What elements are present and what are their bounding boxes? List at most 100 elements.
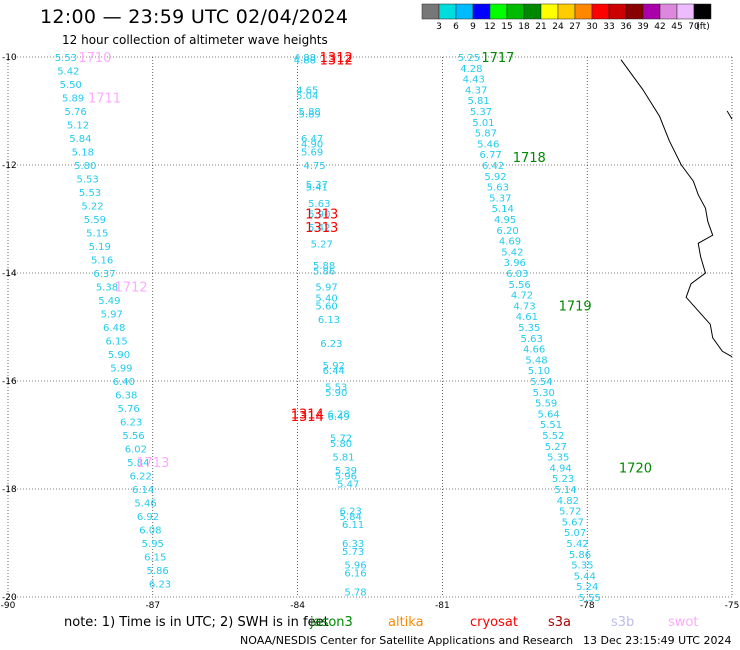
swh-value: 5.73 [342,547,364,558]
swh-value: 6.13 [318,315,340,326]
swh-value: 6.23 [340,507,362,518]
swh-value: 5.87 [475,129,497,140]
colorbar-label: 45 [671,22,682,32]
colorbar-swatch [506,3,525,20]
swh-value: 5.89 [299,110,321,121]
swh-value: 5.53 [77,175,99,186]
colorbar-label: 30 [586,22,598,32]
swh-value: 5.59 [84,215,106,226]
swh-value: 6.37 [93,269,115,280]
swh-value: 5.42 [501,247,523,258]
swh-value: 4.82 [557,496,579,507]
swh-value: 5.63 [487,183,509,194]
swh-value: 5.72 [330,434,352,445]
pass-label: 1713 [136,456,169,471]
swh-value: 5.46 [134,499,156,510]
swh-value: 5.63 [521,334,543,345]
swh-value: 6.08 [139,526,161,537]
swh-value: 5.53 [79,188,101,199]
swh-value: 6.42 [482,161,504,172]
colorbar-swatch [523,3,542,20]
swh-value: 5.42 [57,67,79,78]
colorbar-label: 33 [603,22,614,32]
swh-value: 6.11 [342,520,364,531]
colorbar-swatch [557,3,576,20]
swh-value: 5.72 [559,507,581,518]
swh-value: 5.80 [330,439,352,450]
swh-value: 5.84 [127,458,149,469]
colorbar-label: 3 [436,22,442,32]
swh-value: 5.49 [98,296,120,307]
swh-value: 5.88 [299,107,321,118]
swh-value: 5.23 [552,474,574,485]
swh-value: 5.60 [315,301,337,312]
swh-value: 4.65 [296,85,318,96]
swh-value: 5.76 [64,107,86,118]
swh-value: 5.24 [576,582,598,593]
swh-value: 5.51 [540,420,562,431]
swh-value: 5.38 [96,283,118,294]
lon-tick-label: -90 [1,601,16,611]
coastline [620,59,733,358]
colorbar-label: 39 [637,22,649,32]
swh-value: 5.14 [492,204,514,215]
swh-value: 4.61 [516,312,538,323]
colorbar-swatch [455,3,474,20]
swh-value: 5.37 [470,107,492,118]
swh-value: 5.25 [458,53,480,64]
swh-value: 5.97 [315,283,337,294]
swh-value: 5.52 [542,431,564,442]
swh-value: 6.23 [149,580,171,591]
colorbar-label: 24 [552,22,564,32]
lon-tick-label: -78 [580,601,595,611]
swh-value: 5.97 [101,310,123,321]
swh-value: 5.15 [86,229,108,240]
swh-value: 4.69 [499,237,521,248]
swh-value: 6.44 [323,366,345,377]
swh-value: 5.35 [571,561,593,572]
colorbar-label: 18 [518,22,530,32]
pass-label: 1710 [78,51,111,66]
swh-value: 4.37 [465,85,487,96]
swh-value: 4.95 [494,215,516,226]
swh-value: 5.19 [89,242,111,253]
swh-value: 5.90 [308,210,330,221]
swh-value: 5.89 [62,94,84,105]
swh-value: 5.39 [335,466,357,477]
swh-value: 5.59 [535,399,557,410]
colorbar-swatch [489,3,508,20]
swh-value: 5.07 [564,528,586,539]
pass-label: 1711 [88,92,121,107]
swh-value: 5.92 [484,172,506,183]
swh-value: 5.37 [489,193,511,204]
pass-label: 1314 [291,410,324,425]
swh-value: 5.18 [72,148,94,159]
lat-tick-label: -12 [2,161,17,171]
colorbar-unit: (ft) [696,22,710,32]
swh-value: 3.96 [504,258,526,269]
colorbar-label: 6 [453,22,459,32]
colorbar-swatch [438,3,457,20]
swh-value: 5.53 [55,53,77,64]
swh-value: 6.92 [137,512,159,523]
swh-value: 5.96 [344,561,366,572]
footer-timestamp: 13 Dec 23:15:49 UTC 2024 [583,634,732,647]
swh-value: 5.76 [118,404,140,415]
colorbar-swatch [574,3,593,20]
pass-label: 1312 [320,54,353,69]
footer-credit: NOAA/NESDIS Center for Satellite Applica… [240,634,574,647]
swh-value: 5.78 [344,588,366,599]
swh-value: 4.90 [301,139,323,150]
swh-value: 6.16 [344,569,366,580]
swh-value: 5.96 [335,472,357,483]
swh-value: 5.81 [332,453,354,464]
lon-tick-label: -75 [725,601,740,611]
swh-value: 6.20 [496,226,518,237]
swh-value: 6.28 [327,409,349,420]
swh-value: 5.48 [525,355,547,366]
swh-value: 4.28 [460,64,482,75]
swh-value: 5.54 [530,377,552,388]
swh-value: 6.38 [115,391,137,402]
swh-value: 5.67 [562,517,584,528]
swh-value: 5.27 [545,442,567,453]
